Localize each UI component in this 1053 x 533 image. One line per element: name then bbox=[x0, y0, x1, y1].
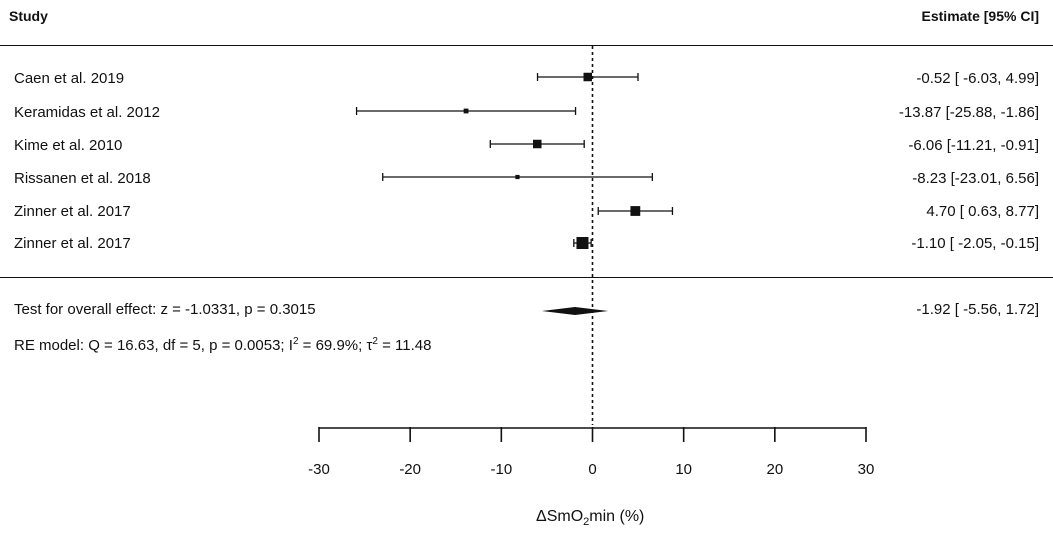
x-axis-label-main: ΔSmO bbox=[536, 508, 584, 525]
point-estimate-square bbox=[463, 108, 469, 114]
x-tick-label: -20 bbox=[399, 461, 421, 478]
study-label: Zinner et al. 2017 bbox=[14, 203, 131, 220]
estimate-label: -0.52 [ -6.03, 4.99] bbox=[916, 70, 1039, 87]
point-estimate-square bbox=[583, 72, 593, 82]
x-tick-label: 30 bbox=[858, 461, 875, 478]
x-axis-label: ΔSmO2min (%) bbox=[536, 508, 644, 531]
study-label: Keramidas et al. 2012 bbox=[14, 104, 160, 121]
x-axis-label-sub: 2 bbox=[583, 516, 590, 529]
point-estimate-square bbox=[533, 139, 542, 149]
header-divider bbox=[0, 45, 1053, 46]
study-label: Caen et al. 2019 bbox=[14, 70, 125, 87]
study-label: Kime et al. 2010 bbox=[14, 137, 123, 154]
estimate-label: 4.70 [ 0.63, 8.77] bbox=[926, 203, 1039, 220]
study-column-header: Study bbox=[9, 8, 48, 24]
re-model-stats: RE model: Q = 16.63, df = 5, p = 0.0053;… bbox=[14, 333, 431, 355]
study-label: Zinner et al. 2017 bbox=[14, 235, 131, 252]
point-estimate-square bbox=[630, 206, 641, 216]
i-squared-sup: 2 bbox=[292, 336, 299, 347]
re-model-text-3: = 11.48 bbox=[377, 337, 432, 354]
point-estimate-square bbox=[515, 174, 520, 180]
x-tick-label: -30 bbox=[308, 461, 330, 478]
point-estimate-square bbox=[576, 237, 589, 249]
estimate-label: -13.87 [-25.88, -1.86] bbox=[898, 104, 1039, 121]
estimate-label: -6.06 [-11.21, -0.91] bbox=[908, 137, 1039, 154]
estimate-column-header: Estimate [95% CI] bbox=[921, 8, 1039, 24]
re-model-text-2: = 69.9%; τ bbox=[298, 337, 373, 354]
x-tick-label: 0 bbox=[588, 461, 596, 478]
overall-diamond bbox=[541, 307, 609, 315]
estimate-label: -1.10 [ -2.05, -0.15] bbox=[911, 235, 1039, 252]
re-model-text-1: RE model: Q = 16.63, df = 5, p = 0.0053;… bbox=[14, 337, 293, 354]
x-tick-label: -10 bbox=[490, 461, 512, 478]
x-axis-label-rest: min (%) bbox=[589, 508, 645, 525]
estimate-label: -8.23 [-23.01, 6.56] bbox=[912, 170, 1039, 187]
x-tick-label: 20 bbox=[766, 461, 783, 478]
overall-effect-test: Test for overall effect: z = -1.0331, p … bbox=[14, 301, 316, 318]
overall-estimate-label: -1.92 [ -5.56, 1.72] bbox=[916, 301, 1039, 318]
summary-divider bbox=[0, 277, 1053, 278]
x-tick-label: 10 bbox=[675, 461, 692, 478]
study-label: Rissanen et al. 2018 bbox=[14, 170, 151, 187]
tau-squared-sup: 2 bbox=[372, 336, 378, 347]
